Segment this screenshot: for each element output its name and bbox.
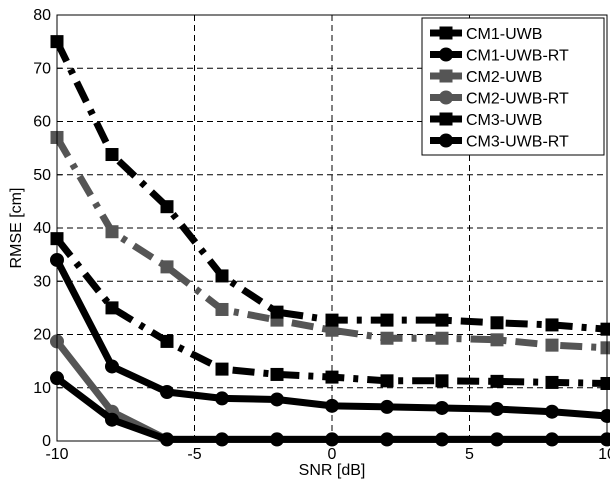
data-point	[325, 370, 339, 384]
legend-item: CM1-UWB	[430, 26, 542, 43]
data-point	[105, 412, 119, 427]
legend-label: CM2-UWB	[466, 69, 542, 86]
data-point	[380, 432, 394, 447]
data-point	[105, 301, 119, 315]
y-tick-label: 80	[33, 7, 51, 24]
series-cm2-uwb	[50, 130, 610, 355]
data-point	[600, 376, 610, 390]
data-point	[600, 408, 610, 423]
y-tick-label: 60	[33, 114, 51, 131]
data-point	[435, 432, 449, 447]
y-tick-label: 20	[33, 327, 51, 344]
legend-item: CM3-UWB-RT	[430, 133, 569, 151]
data-point	[545, 318, 559, 332]
data-point	[380, 399, 394, 414]
data-point	[545, 338, 559, 352]
data-point	[380, 331, 394, 345]
x-axis-label: SNR [dB]	[299, 462, 366, 479]
data-point	[545, 404, 559, 419]
data-point	[490, 333, 504, 347]
legend-marker	[439, 133, 453, 148]
ticks: -10 -5 0 5 10 0 10 20 30 40 50 60 70 80	[33, 7, 610, 463]
data-point	[215, 302, 229, 316]
y-tick-label: 0	[42, 433, 51, 450]
data-point	[325, 323, 339, 337]
data-point	[215, 362, 229, 376]
series-cm1-uwb	[50, 232, 610, 390]
series-cm1-uwb-rt	[50, 252, 610, 423]
legend-marker	[439, 90, 453, 105]
x-tick-label: 0	[328, 446, 337, 463]
y-tick-label: 40	[33, 220, 51, 237]
data-point	[105, 148, 119, 162]
legend-item: CM3-UWB	[430, 112, 542, 129]
data-point	[325, 398, 339, 413]
y-tick-label: 10	[33, 380, 51, 397]
data-point	[270, 392, 284, 407]
data-point	[160, 334, 174, 348]
data-point	[215, 269, 229, 283]
legend-item: CM1-UWB-RT	[430, 47, 569, 65]
data-point	[490, 402, 504, 417]
legend: CM1-UWB CM1-UWB-RT CM2-UWB CM2-UWB-RT CM3-UW…	[421, 17, 605, 156]
data-point	[435, 374, 449, 388]
data-point	[160, 385, 174, 400]
y-tick-label: 70	[33, 60, 51, 77]
legend-marker	[439, 69, 453, 83]
data-point	[545, 432, 559, 447]
data-point	[600, 322, 610, 336]
legend-label: CM2-UWB-RT	[466, 91, 569, 108]
legend-marker	[439, 26, 453, 40]
y-tick-label: 50	[33, 167, 51, 184]
x-tick-label: -10	[45, 446, 68, 463]
data-point	[545, 375, 559, 389]
legend-label: CM1-UWB	[466, 26, 542, 43]
data-point	[270, 305, 284, 319]
data-point	[435, 313, 449, 327]
data-point	[215, 391, 229, 406]
legend-box	[421, 17, 605, 156]
data-point	[270, 367, 284, 381]
data-point	[435, 331, 449, 345]
x-tick-label: -5	[187, 446, 201, 463]
legend-marker	[439, 47, 453, 62]
data-point	[160, 432, 174, 447]
data-point	[600, 432, 610, 447]
legend-item: CM2-UWB	[430, 69, 542, 86]
data-point	[105, 225, 119, 239]
legend-marker	[439, 112, 453, 126]
data-point	[270, 432, 284, 447]
data-point	[380, 374, 394, 388]
y-axis-label: RMSE [cm]	[8, 188, 25, 269]
data-point	[490, 432, 504, 447]
data-point	[600, 341, 610, 355]
data-point	[380, 313, 394, 327]
data-point	[160, 260, 174, 274]
data-point	[435, 400, 449, 415]
data-point	[490, 374, 504, 388]
legend-item: CM2-UWB-RT	[430, 90, 569, 108]
data-point	[325, 313, 339, 327]
series-cm3-uwb	[50, 35, 610, 336]
legend-label: CM3-UWB	[466, 112, 542, 129]
series-line	[53, 135, 608, 352]
data-point	[215, 432, 229, 447]
legend-label: CM3-UWB-RT	[466, 134, 569, 151]
legend-label: CM1-UWB-RT	[466, 48, 569, 65]
data-point	[160, 200, 174, 214]
x-tick-label: 10	[598, 446, 610, 463]
x-tick-label: 5	[465, 446, 474, 463]
y-tick-label: 30	[33, 273, 51, 290]
data-point	[490, 316, 504, 330]
data-point	[105, 359, 119, 374]
